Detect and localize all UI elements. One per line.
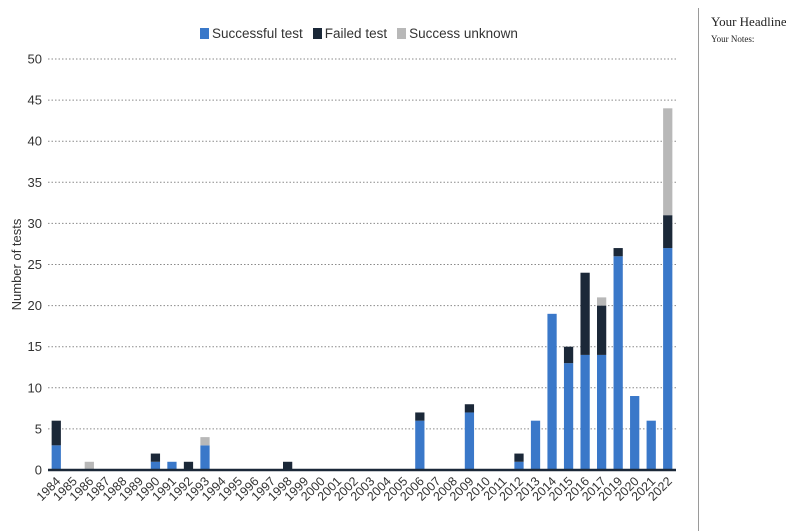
y-axis-title: Number of tests <box>9 218 24 310</box>
bar-segment-failed <box>51 420 61 446</box>
y-tick-label: 30 <box>28 216 42 231</box>
y-tick-label: 15 <box>28 339 42 354</box>
y-tick-label: 50 <box>28 52 42 67</box>
bar-segment-successful <box>547 313 557 470</box>
y-tick-label: 25 <box>28 257 42 272</box>
bar-segment-failed <box>597 305 607 355</box>
bar-segment-successful <box>597 354 607 470</box>
y-tick-label: 20 <box>28 298 42 313</box>
bar-segment-successful <box>580 354 590 470</box>
headline[interactable]: Your Headline <box>711 14 786 29</box>
bar-segment-failed <box>663 215 673 249</box>
y-tick-label: 45 <box>28 93 42 108</box>
legend-swatch-unknown <box>397 28 407 39</box>
chart-area: 0 5 10 15 20 25 30 35 40 45 50 Number of tests 1984 1… <box>9 26 676 504</box>
y-tick-label: 5 <box>35 421 42 436</box>
bar-segment-successful <box>51 445 61 470</box>
legend-item-failed: Failed test <box>312 26 388 41</box>
chart-legend: Successful test Failed test Success unkn… <box>200 26 518 41</box>
legend-label-failed: Failed test <box>324 26 388 41</box>
bar-segment-unknown <box>597 297 607 306</box>
bar-segment-successful <box>464 412 475 470</box>
bar-segment-successful <box>646 420 656 470</box>
bar-segment-unknown <box>200 437 210 446</box>
legend-swatch-failed <box>312 28 322 39</box>
y-tick-label: 35 <box>28 175 42 190</box>
y-tick-label: 0 <box>35 463 42 478</box>
bar-segment-successful <box>613 256 623 470</box>
bar-segment-successful <box>415 420 425 470</box>
bar-segment-successful <box>663 248 673 470</box>
bar-segment-failed <box>415 412 425 421</box>
bar-segment-failed <box>613 248 623 257</box>
bar-segment-unknown <box>84 461 94 470</box>
bar-segment-successful <box>167 461 177 470</box>
legend-item-unknown: Success unknown <box>397 26 518 41</box>
bar-segment-failed <box>150 453 161 462</box>
bar-segment-failed <box>563 346 574 364</box>
panel-divider <box>698 8 699 531</box>
bar-segment-failed <box>514 453 524 462</box>
bar-segment-successful <box>514 461 524 470</box>
y-tick-label: 10 <box>28 380 42 395</box>
bar-segment-successful <box>630 396 640 470</box>
legend-label-successful: Successful test <box>212 26 303 41</box>
y-tick-label: 40 <box>28 134 42 149</box>
notes[interactable]: Your Notes: <box>711 34 755 44</box>
legend-swatch-successful <box>200 28 209 39</box>
legend-label-unknown: Success unknown <box>409 26 518 41</box>
bar-segment-failed <box>580 272 590 355</box>
bar-segment-successful <box>150 461 161 470</box>
bar-segment-successful <box>200 445 210 470</box>
bar-segment-successful <box>530 420 541 470</box>
side-panel: Your Headline Your Notes: <box>711 14 786 44</box>
bar-segment-failed <box>464 404 475 413</box>
bar-segment-failed <box>283 461 293 470</box>
bar-segment-failed <box>183 461 194 470</box>
bar-segment-unknown <box>663 108 673 216</box>
bar-segment-successful <box>563 363 574 470</box>
legend-item-successful: Successful test <box>200 26 303 41</box>
